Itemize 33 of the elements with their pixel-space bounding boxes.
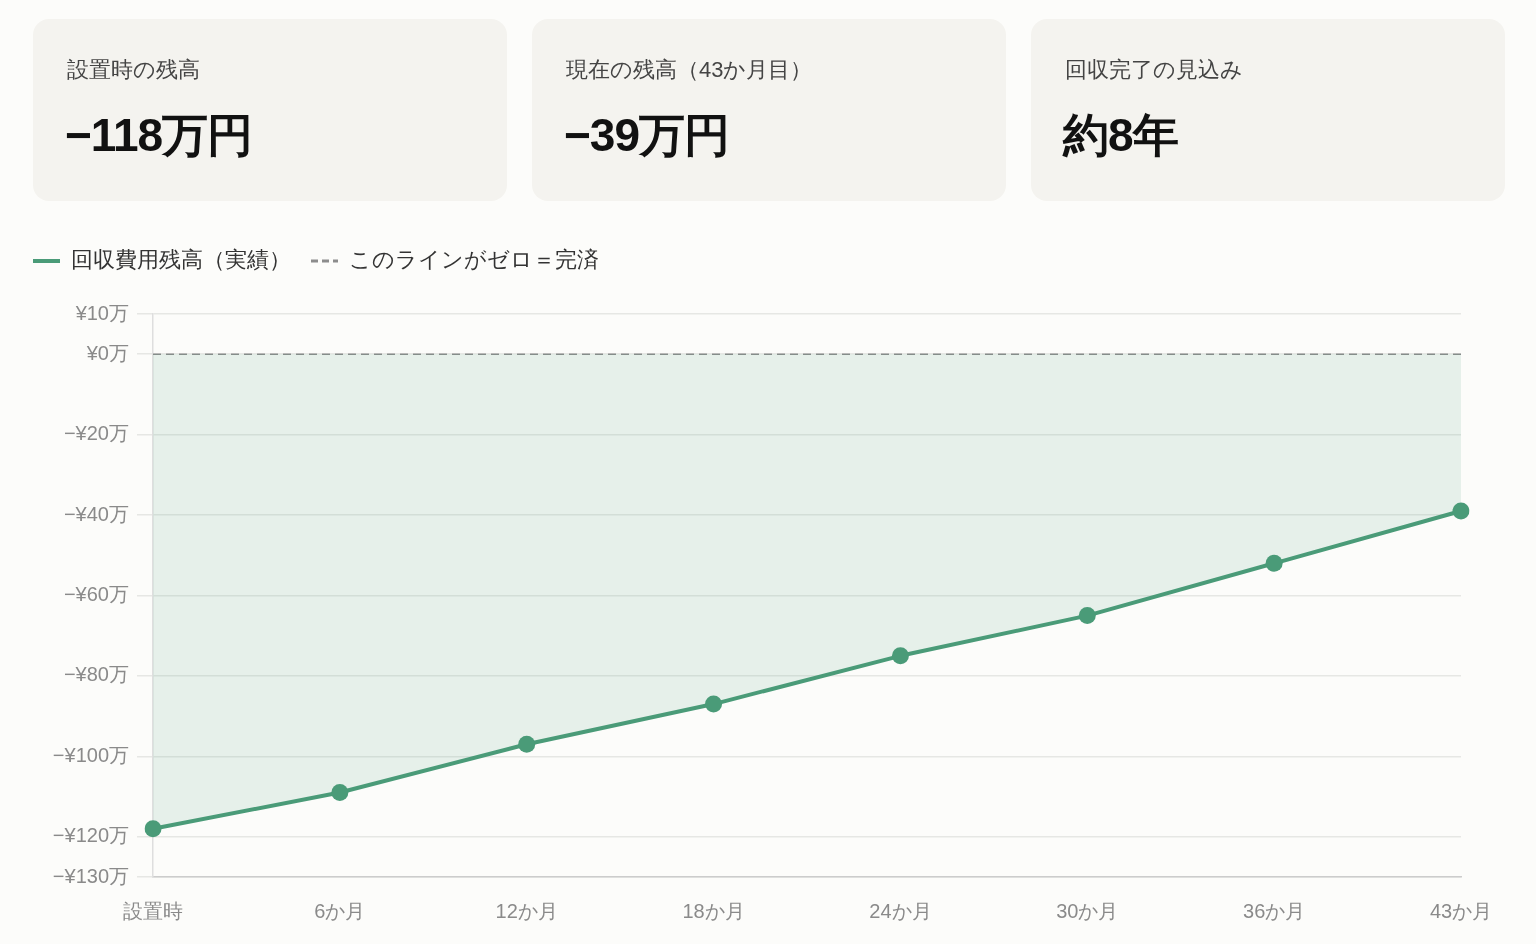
point bbox=[518, 735, 536, 753]
point bbox=[1265, 554, 1283, 572]
text: 回収完了の見込み bbox=[1065, 56, 1243, 84]
text: 約8年 bbox=[1063, 108, 1178, 163]
x-tick-label: 12か月 bbox=[495, 899, 558, 922]
legend-label: 回収費用残高（実績） bbox=[71, 247, 291, 273]
x-tick-label: 36か月 bbox=[1243, 899, 1306, 922]
x-tick-label: 18か月 bbox=[682, 899, 745, 922]
y-tick-label: ¥10万 bbox=[74, 301, 129, 324]
y-tick-label: −¥80万 bbox=[63, 663, 129, 686]
point bbox=[144, 820, 162, 838]
y-tick-label: −¥40万 bbox=[63, 502, 129, 525]
x-tick-label: 6か月 bbox=[314, 899, 366, 922]
point bbox=[331, 784, 349, 802]
text: 現在の残高（43か月目） bbox=[566, 56, 813, 84]
point bbox=[891, 647, 909, 665]
x-tick-label: 43か月 bbox=[1429, 899, 1493, 922]
y-tick-label: −¥120万 bbox=[52, 824, 129, 847]
y-tick-label: −¥100万 bbox=[52, 743, 129, 766]
y-tick-label: −¥20万 bbox=[63, 422, 129, 445]
x-tick-label: 設置時 bbox=[123, 899, 183, 922]
text: −118万円 bbox=[65, 108, 253, 163]
legend-label: このラインがゼロ＝完済 bbox=[349, 247, 599, 273]
point bbox=[1452, 502, 1470, 520]
text: 設置時の残高 bbox=[67, 56, 200, 84]
text: −39万円 bbox=[564, 108, 730, 163]
x-tick-label: 24か月 bbox=[869, 899, 932, 922]
point bbox=[1078, 607, 1096, 625]
y-tick-label: ¥0万 bbox=[85, 341, 129, 364]
x-tick-label: 30か月 bbox=[1056, 899, 1119, 922]
point bbox=[705, 695, 723, 713]
y-tick-label: −¥60万 bbox=[63, 583, 129, 606]
y-tick-label: −¥130万 bbox=[52, 864, 129, 887]
